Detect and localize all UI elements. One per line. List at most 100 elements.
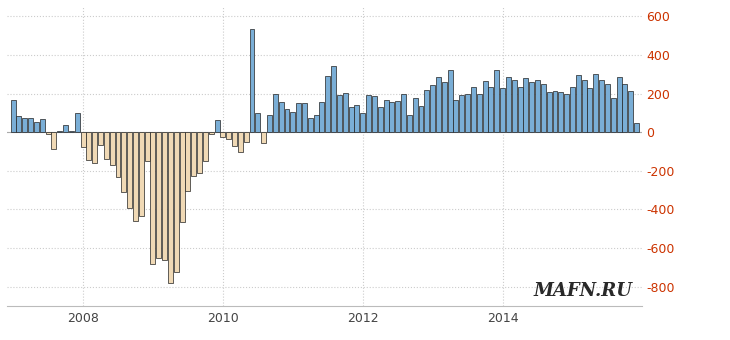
Bar (529, 82, 534, 132)
Bar (582, 80, 587, 132)
Bar (395, 101, 400, 132)
Bar (412, 98, 418, 132)
Bar (465, 94, 470, 132)
Bar (250, 29, 255, 132)
Bar (401, 94, 406, 132)
Bar (291, 112, 295, 132)
Bar (599, 80, 604, 132)
Bar (483, 81, 488, 132)
Bar (320, 102, 324, 132)
Bar (86, 132, 91, 160)
Bar (127, 132, 132, 208)
Bar (139, 132, 144, 216)
Bar (285, 109, 290, 132)
Bar (605, 84, 610, 132)
Bar (133, 132, 138, 221)
Bar (588, 88, 593, 132)
Bar (185, 132, 191, 191)
Bar (611, 98, 615, 132)
Bar (553, 91, 558, 132)
Bar (92, 132, 97, 163)
Bar (558, 92, 564, 132)
Bar (535, 80, 540, 132)
Bar (314, 115, 318, 132)
Bar (63, 124, 68, 132)
Bar (244, 132, 249, 142)
Bar (215, 120, 220, 132)
Bar (104, 132, 109, 159)
Bar (547, 91, 552, 132)
Bar (220, 132, 226, 137)
Bar (180, 132, 185, 222)
Bar (617, 77, 621, 132)
Bar (523, 78, 529, 132)
Bar (308, 118, 312, 132)
Bar (471, 87, 476, 132)
Bar (459, 95, 464, 132)
Bar (203, 132, 208, 161)
Bar (69, 131, 74, 132)
Bar (337, 95, 342, 132)
Text: MAFN.RU: MAFN.RU (534, 282, 633, 300)
Bar (500, 88, 505, 132)
Bar (436, 78, 441, 132)
Bar (121, 132, 126, 191)
Bar (383, 100, 388, 132)
Bar (174, 132, 179, 272)
Bar (629, 91, 633, 132)
Bar (593, 73, 599, 132)
Bar (115, 132, 120, 177)
Bar (156, 132, 161, 258)
Bar (512, 80, 517, 132)
Bar (162, 132, 167, 260)
Bar (34, 122, 39, 132)
Bar (360, 113, 365, 132)
Bar (28, 118, 33, 132)
Bar (488, 87, 493, 132)
Bar (168, 132, 173, 284)
Bar (623, 84, 627, 132)
Bar (302, 103, 307, 132)
Bar (11, 100, 15, 132)
Bar (570, 87, 575, 132)
Bar (57, 131, 62, 132)
Bar (343, 94, 347, 132)
Bar (634, 123, 639, 132)
Bar (407, 115, 412, 132)
Bar (150, 132, 155, 264)
Bar (349, 107, 353, 132)
Bar (477, 94, 482, 132)
Bar (564, 94, 569, 132)
Bar (430, 85, 435, 132)
Bar (447, 70, 453, 132)
Bar (424, 90, 429, 132)
Bar (541, 84, 546, 132)
Bar (80, 132, 85, 147)
Bar (576, 75, 581, 132)
Bar (494, 70, 499, 132)
Bar (506, 77, 511, 132)
Bar (191, 132, 196, 175)
Bar (279, 102, 284, 132)
Bar (110, 132, 115, 165)
Bar (238, 132, 243, 152)
Bar (296, 103, 301, 132)
Bar (226, 132, 231, 139)
Bar (74, 113, 80, 132)
Bar (267, 115, 272, 132)
Bar (331, 66, 336, 132)
Bar (261, 132, 266, 143)
Bar (366, 96, 371, 132)
Bar (255, 113, 261, 132)
Bar (39, 119, 45, 132)
Bar (372, 96, 377, 132)
Bar (23, 118, 27, 132)
Bar (209, 132, 214, 134)
Bar (197, 132, 202, 173)
Bar (17, 116, 21, 132)
Bar (98, 132, 103, 145)
Bar (232, 132, 237, 146)
Bar (273, 94, 278, 132)
Bar (145, 132, 150, 161)
Bar (326, 76, 330, 132)
